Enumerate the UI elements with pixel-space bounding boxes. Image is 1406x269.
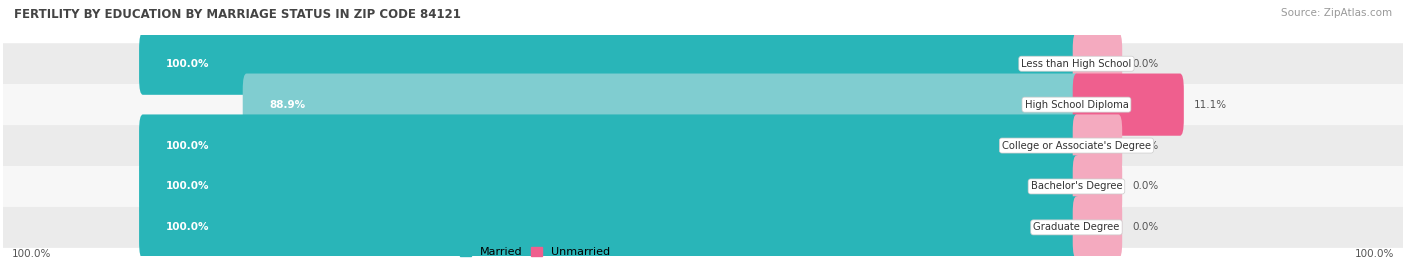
FancyBboxPatch shape — [1073, 33, 1122, 95]
Text: 100.0%: 100.0% — [166, 140, 209, 151]
FancyBboxPatch shape — [139, 196, 1080, 259]
Text: 88.9%: 88.9% — [270, 100, 307, 110]
FancyBboxPatch shape — [139, 155, 1080, 218]
Text: 100.0%: 100.0% — [13, 249, 52, 259]
FancyBboxPatch shape — [139, 114, 1080, 177]
Text: 100.0%: 100.0% — [166, 59, 209, 69]
FancyBboxPatch shape — [1073, 155, 1122, 218]
Text: 100.0%: 100.0% — [166, 182, 209, 192]
FancyBboxPatch shape — [1073, 73, 1184, 136]
FancyBboxPatch shape — [3, 125, 1403, 166]
Text: 0.0%: 0.0% — [1132, 222, 1159, 232]
Text: 0.0%: 0.0% — [1132, 182, 1159, 192]
FancyBboxPatch shape — [3, 166, 1403, 207]
Text: 100.0%: 100.0% — [166, 222, 209, 232]
Text: 0.0%: 0.0% — [1132, 59, 1159, 69]
Text: College or Associate's Degree: College or Associate's Degree — [1002, 140, 1152, 151]
Text: Bachelor's Degree: Bachelor's Degree — [1031, 182, 1122, 192]
Text: Less than High School: Less than High School — [1021, 59, 1132, 69]
FancyBboxPatch shape — [139, 33, 1080, 95]
FancyBboxPatch shape — [243, 73, 1080, 136]
FancyBboxPatch shape — [3, 207, 1403, 248]
Text: Source: ZipAtlas.com: Source: ZipAtlas.com — [1281, 8, 1392, 18]
Text: High School Diploma: High School Diploma — [1025, 100, 1129, 110]
FancyBboxPatch shape — [1073, 114, 1122, 177]
Legend: Married, Unmarried: Married, Unmarried — [456, 242, 614, 261]
Text: Graduate Degree: Graduate Degree — [1033, 222, 1119, 232]
FancyBboxPatch shape — [3, 43, 1403, 84]
Text: 11.1%: 11.1% — [1194, 100, 1227, 110]
FancyBboxPatch shape — [3, 84, 1403, 125]
Text: FERTILITY BY EDUCATION BY MARRIAGE STATUS IN ZIP CODE 84121: FERTILITY BY EDUCATION BY MARRIAGE STATU… — [14, 8, 461, 21]
FancyBboxPatch shape — [1073, 196, 1122, 259]
Text: 100.0%: 100.0% — [1354, 249, 1393, 259]
Text: 0.0%: 0.0% — [1132, 140, 1159, 151]
